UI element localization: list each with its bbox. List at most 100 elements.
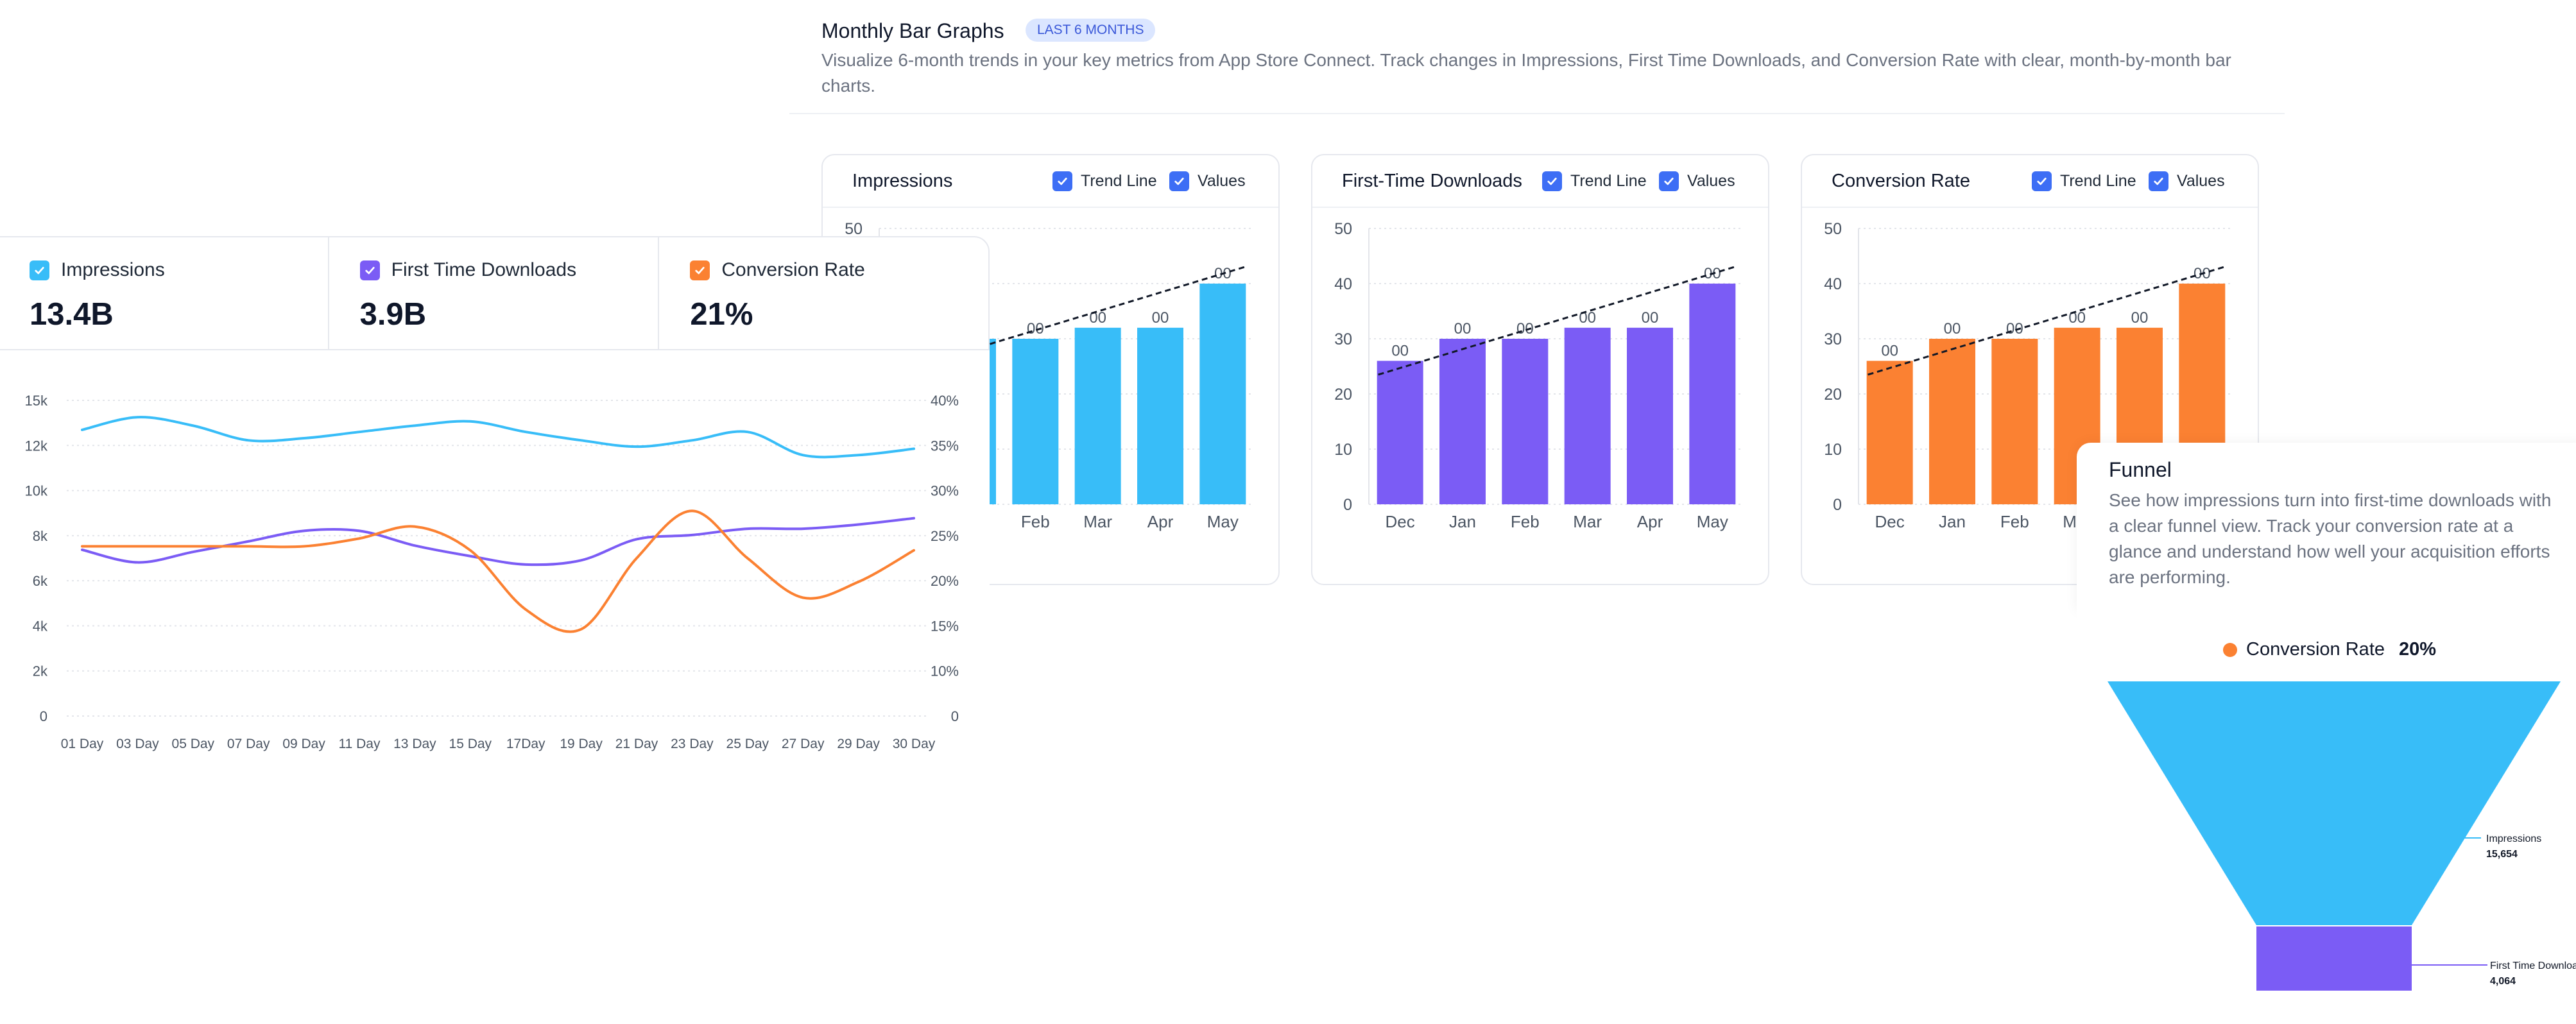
- metric-first-time-downloads[interactable]: First Time Downloads 3.9B: [329, 237, 660, 349]
- y-tick-label: 20: [1824, 386, 1842, 404]
- left-tick-label: 8k: [33, 528, 48, 544]
- x-tick-label: 21 Day: [615, 737, 658, 751]
- checkbox-icon[interactable]: [359, 260, 380, 280]
- x-tick-label: May: [1697, 512, 1728, 531]
- metric-label-row: First Time Downloads: [359, 259, 576, 281]
- y-tick-label: 50: [1334, 220, 1352, 238]
- bar: [1377, 361, 1423, 504]
- bar: [1137, 327, 1183, 504]
- funnel-title: Funnel: [2109, 458, 2172, 481]
- checkbox-icon[interactable]: [1169, 171, 1189, 191]
- values-label: Values: [1198, 172, 1246, 190]
- x-tick-label: 23 Day: [671, 737, 714, 751]
- trend-line-toggle[interactable]: Trend Line: [1542, 171, 1647, 191]
- y-tick-label: 40: [1824, 275, 1842, 293]
- x-tick-label: 17Day: [506, 737, 545, 751]
- check-icon: [35, 266, 44, 274]
- trend-line-label: Trend Line: [2060, 172, 2136, 190]
- card-header: Impressions Trend Line Values: [823, 155, 1278, 208]
- series-line: [81, 416, 915, 459]
- card-title: Conversion Rate: [1832, 171, 1970, 191]
- funnel-chart-panel: Impressions 15,654 First Time Downloads 4,0…: [2077, 611, 2576, 1024]
- x-tick-label: 03 Day: [116, 737, 159, 751]
- y-tick-label: 20: [1334, 386, 1352, 404]
- bar: [1991, 339, 2038, 504]
- trend-line-toggle[interactable]: Trend Line: [2032, 171, 2136, 191]
- metric-label-row: Conversion Rate: [690, 259, 865, 281]
- x-tick-label: Apr: [1147, 512, 1174, 531]
- values-label: Values: [1687, 172, 1735, 190]
- checkbox-icon[interactable]: [1659, 171, 1679, 191]
- conversion-dot-icon: [2223, 642, 2237, 657]
- right-tick-label: 10%: [931, 663, 959, 679]
- metric-conversion-rate[interactable]: Conversion Rate 21%: [659, 237, 988, 349]
- check-icon: [1547, 177, 1557, 185]
- bar-value-label: 00: [1944, 320, 1961, 337]
- funnel-stage-downloads: [2256, 926, 2412, 991]
- y-tick-label: 10: [1334, 441, 1352, 459]
- x-tick-label: 09 Day: [282, 737, 325, 751]
- x-tick-label: 13 Day: [393, 737, 436, 751]
- metric-label-row: Impressions: [30, 259, 165, 281]
- left-tick-label: 4k: [33, 618, 48, 634]
- left-tick-label: 6k: [33, 573, 48, 589]
- trend-line: [1868, 266, 2224, 376]
- funnel-stage-value: 4,064: [2490, 976, 2516, 987]
- x-tick-label: 01 Day: [61, 737, 104, 751]
- x-tick-label: 19 Day: [560, 737, 603, 751]
- card-header: Conversion Rate Trend Line Values: [1802, 155, 2258, 208]
- x-tick-label: Mar: [1573, 512, 1602, 531]
- conversion-rate-value: 20%: [2399, 639, 2437, 660]
- checkbox-icon[interactable]: [1052, 171, 1072, 191]
- conversion-rate-legend: Conversion Rate 20%: [2223, 639, 2436, 660]
- left-tick-label: 0: [40, 708, 47, 724]
- values-toggle[interactable]: Values: [2149, 171, 2225, 191]
- x-tick-label: Feb: [1511, 512, 1540, 531]
- y-tick-label: 0: [1343, 496, 1352, 514]
- left-tick-label: 2k: [33, 663, 48, 679]
- x-tick-label: 11 Day: [339, 737, 381, 751]
- bar-value-label: 00: [1579, 309, 1596, 327]
- funnel-description: See how impressions turn into first-time…: [2109, 490, 2552, 587]
- trend-line: [1378, 266, 1735, 376]
- trend-line-label: Trend Line: [1081, 172, 1157, 190]
- bar-value-label: 00: [1642, 309, 1659, 327]
- left-tick-label: 10k: [25, 483, 48, 499]
- bar: [1439, 339, 1486, 504]
- bar: [1627, 327, 1673, 504]
- checkbox-icon[interactable]: [30, 260, 49, 280]
- metric-impressions[interactable]: Impressions 13.4B: [0, 237, 329, 349]
- x-tick-label: 29 Day: [837, 737, 880, 751]
- check-icon: [1664, 177, 1674, 185]
- y-tick-label: 40: [1334, 275, 1352, 293]
- x-tick-label: Feb: [1021, 512, 1050, 531]
- checkbox-icon[interactable]: [2149, 171, 2168, 191]
- x-tick-label: Dec: [1386, 512, 1415, 531]
- section-description: Visualize 6-month trends in your key met…: [821, 50, 2231, 96]
- check-icon: [2154, 177, 2163, 185]
- checkbox-icon[interactable]: [2032, 171, 2052, 191]
- first-time-downloads-bar-card: First-Time Downloads Trend Line Values 0…: [1311, 154, 1769, 585]
- trend-line-toggle[interactable]: Trend Line: [1052, 171, 1157, 191]
- check-icon: [1174, 177, 1184, 185]
- checkbox-icon[interactable]: [690, 260, 710, 280]
- bar: [1502, 339, 1549, 504]
- metric-value: 21%: [690, 297, 753, 332]
- metric-label: Impressions: [61, 259, 165, 280]
- y-tick-label: 50: [845, 220, 863, 238]
- metric-value: 13.4B: [30, 297, 114, 332]
- right-tick-label: 20%: [931, 573, 959, 589]
- x-tick-label: 27 Day: [782, 737, 825, 751]
- values-toggle[interactable]: Values: [1659, 171, 1735, 191]
- x-tick-label: Dec: [1875, 512, 1905, 531]
- x-tick-label: 25 Day: [726, 737, 769, 751]
- x-tick-label: Jan: [1939, 512, 1966, 531]
- bar: [1012, 339, 1059, 504]
- card-title: First-Time Downloads: [1342, 171, 1522, 191]
- values-toggle[interactable]: Values: [1169, 171, 1246, 191]
- y-tick-label: 30: [1334, 330, 1352, 348]
- checkbox-icon[interactable]: [1542, 171, 1562, 191]
- bar-value-label: 00: [1152, 309, 1169, 327]
- right-tick-label: 25%: [931, 528, 959, 544]
- check-icon: [1058, 177, 1067, 185]
